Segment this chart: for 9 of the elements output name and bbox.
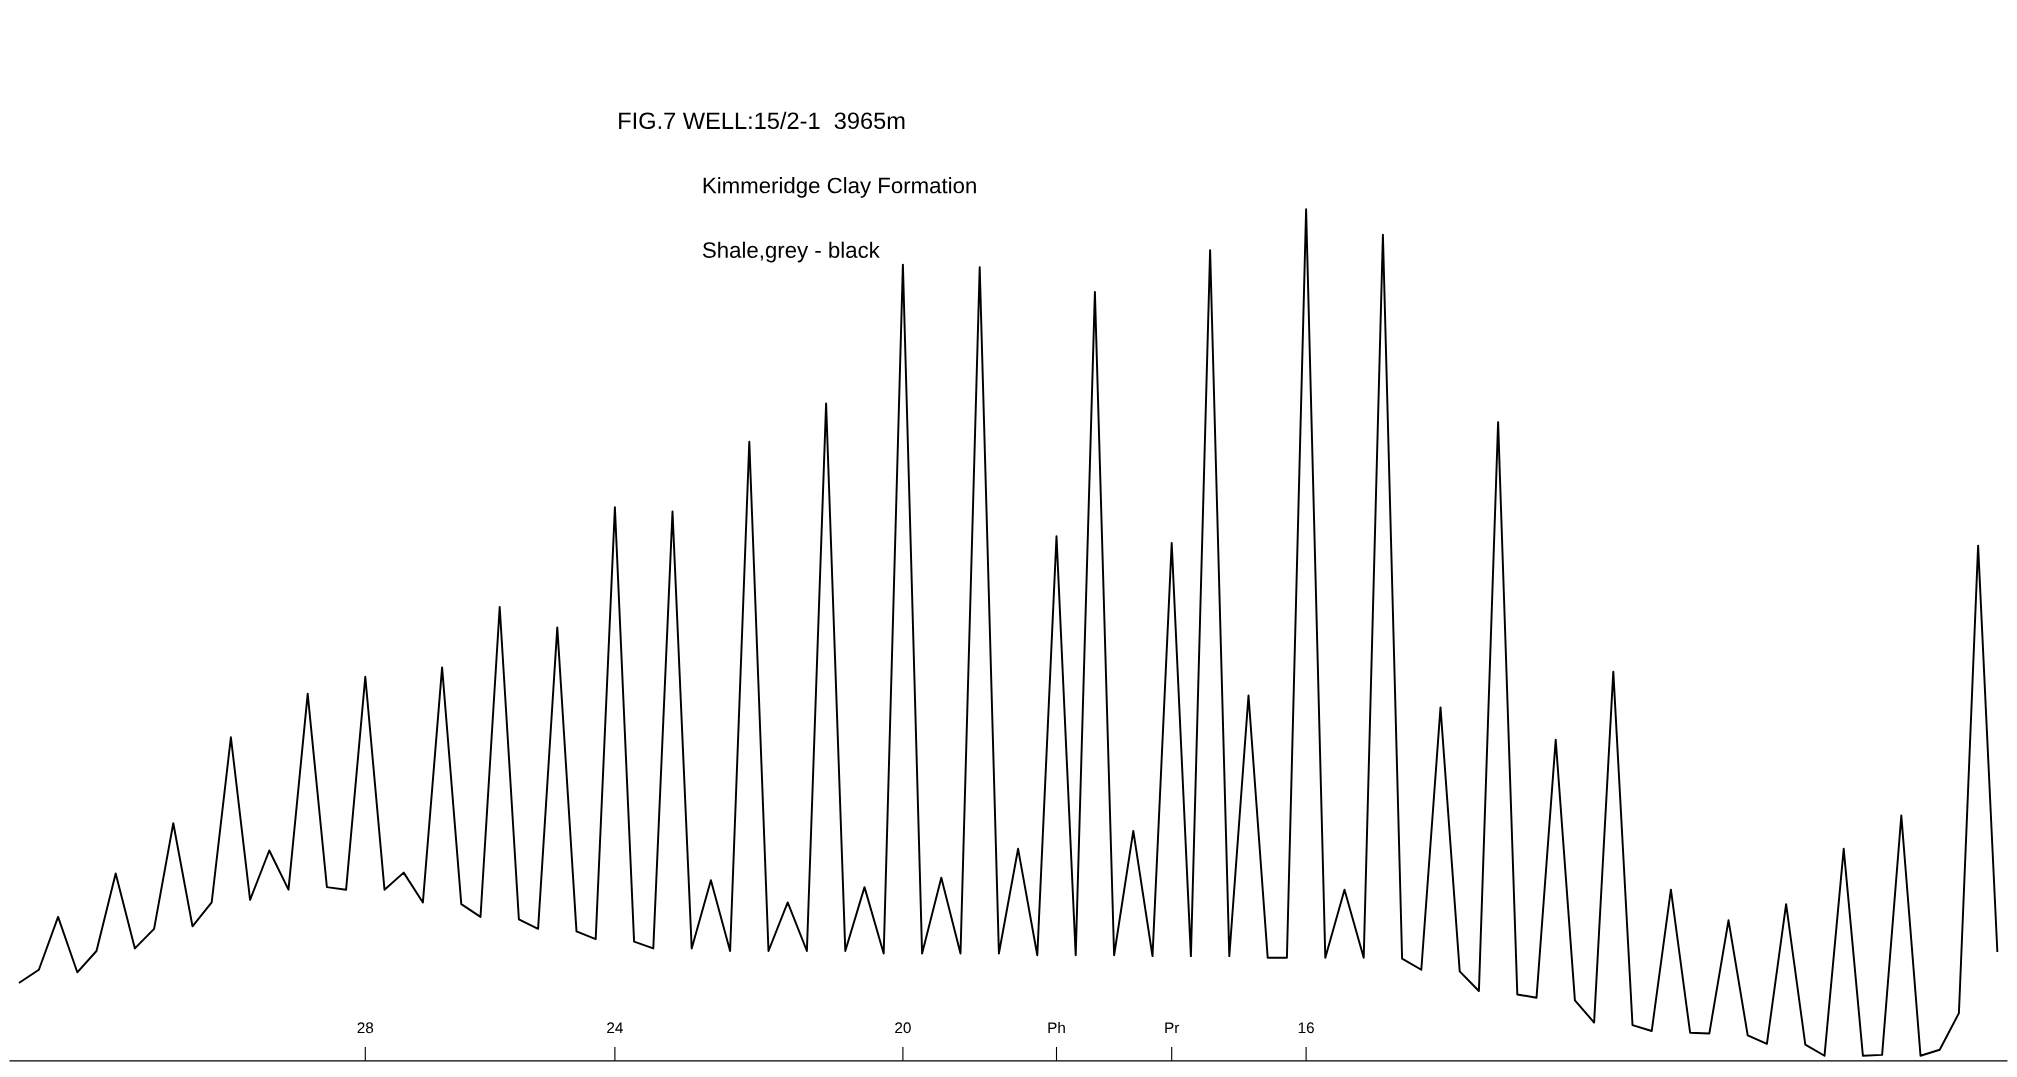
chart-title: FIG.7 WELL:15/2-1 3965m — [619, 111, 905, 130]
chart-subtitle: Kimmeridge Clay Formation — [703, 177, 976, 198]
x-tick-label: 20 — [895, 1022, 911, 1034]
x-tick-label: 28 — [357, 1022, 374, 1034]
annotation: Shale,grey - black — [702, 241, 880, 263]
x-tick-label: Pr — [1165, 1022, 1180, 1034]
x-tick-label: 16 — [1298, 1022, 1314, 1034]
x-tick-label: Ph — [1048, 1021, 1065, 1034]
x-tick-label: 24 — [607, 1022, 623, 1034]
